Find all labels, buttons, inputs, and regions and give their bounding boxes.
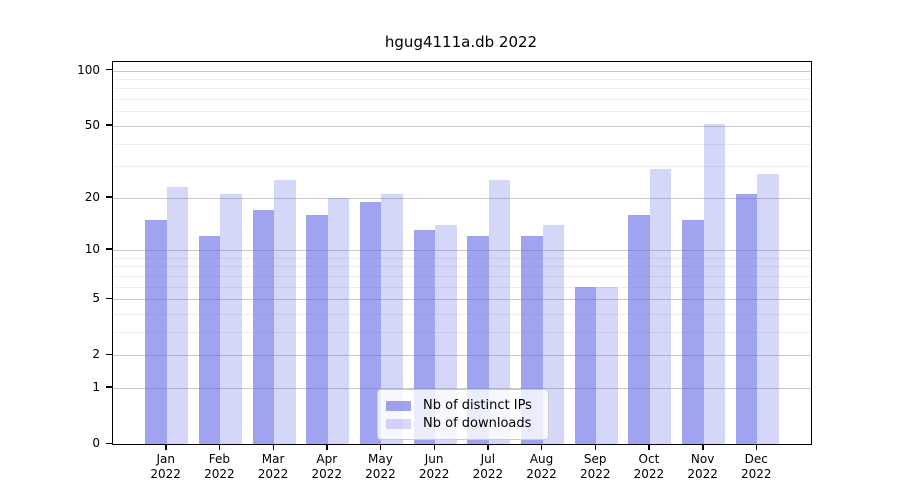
x-tick-label-feb: Feb 2022: [204, 452, 235, 481]
bar-downloads-mar: [274, 180, 296, 444]
x-tick-label-aug: Aug 2022: [526, 452, 557, 481]
x-tick-mark-may: [379, 444, 382, 450]
y-tick-label-2: 2: [92, 347, 100, 362]
legend-label-downloads: Nb of downloads: [423, 416, 532, 431]
minor-gridline-70: [113, 99, 811, 101]
major-gridline-5: [113, 299, 811, 301]
y-tick-mark-2: [106, 353, 112, 355]
minor-gridline-8: [113, 266, 811, 268]
x-tick-mark-jun: [433, 444, 436, 450]
major-gridline-50: [113, 125, 811, 127]
x-tick-mark-feb: [218, 444, 221, 450]
legend-swatch-distinct-ips: [386, 400, 411, 411]
legend-swatch-downloads: [386, 418, 411, 429]
plot-area: [112, 61, 812, 445]
y-tick-mark-20: [106, 196, 112, 198]
x-tick-label-mar: Mar 2022: [257, 452, 289, 481]
minor-gridline-60: [113, 111, 811, 113]
bar-downloads-dec: [757, 174, 779, 444]
x-tick-mark-apr: [326, 444, 328, 450]
x-tick-label-jun: Jun 2022: [418, 452, 450, 481]
legend-item-downloads: Nb of downloads: [386, 415, 540, 432]
x-tick-label-apr: Apr 2022: [311, 452, 343, 481]
bar-downloads-nov: [703, 124, 726, 444]
major-gridline-1: [113, 387, 811, 389]
y-tick-mark-5: [106, 297, 112, 299]
bar-ips-dec: [735, 193, 758, 444]
bar-ips-nov: [682, 219, 704, 444]
bar-ips-oct: [628, 214, 650, 444]
major-gridline-20: [113, 197, 811, 199]
major-gridline-2: [113, 355, 811, 357]
bar-downloads-apr: [327, 197, 350, 444]
x-tick-mark-mar: [272, 444, 274, 450]
y-tick-label-100: 100: [77, 62, 100, 77]
y-tick-mark-50: [106, 124, 112, 126]
x-tick-mark-aug: [541, 444, 543, 450]
minor-gridline-6: [113, 286, 811, 288]
minor-gridline-9: [113, 257, 811, 259]
bar-ips-apr: [306, 214, 328, 444]
minor-gridline-3: [113, 331, 811, 333]
x-tick-mark-oct: [648, 444, 650, 450]
bar-downloads-oct: [649, 168, 672, 444]
x-tick-mark-sep: [594, 444, 597, 450]
minor-gridline-30: [113, 166, 811, 168]
major-gridline-10: [113, 249, 811, 251]
x-tick-label-dec: Dec 2022: [741, 452, 772, 481]
y-tick-label-0: 0: [92, 436, 100, 450]
bar-downloads-jan: [166, 186, 189, 444]
bar-downloads-aug: [542, 224, 565, 444]
minor-gridline-80: [113, 88, 811, 90]
chart-title: hgug4111a.db 2022: [384, 33, 538, 51]
bar-downloads-feb: [220, 193, 242, 444]
y-tick-mark-1: [106, 386, 112, 388]
x-tick-label-sep: Sep 2022: [579, 452, 611, 481]
x-tick-mark-nov: [702, 444, 704, 450]
bar-downloads-may: [381, 193, 403, 444]
y-tick-label-50: 50: [84, 117, 100, 132]
minor-gridline-40: [113, 143, 811, 145]
bar-ips-jan: [145, 219, 167, 444]
minor-gridline-7: [113, 275, 811, 277]
x-tick-label-nov: Nov 2022: [687, 452, 718, 481]
x-tick-mark-jul: [487, 444, 489, 450]
x-tick-label-jul: Jul 2022: [472, 452, 504, 481]
legend: Nb of distinct IPs Nb of downloads: [377, 389, 549, 440]
x-tick-mark-dec: [755, 444, 758, 450]
y-tick-label-1: 1: [92, 379, 100, 394]
bar-ips-sep: [574, 286, 597, 444]
y-tick-mark-0: [106, 442, 112, 444]
major-gridline-100: [113, 70, 811, 72]
bar-ips-may: [359, 201, 382, 444]
y-tick-label-5: 5: [92, 291, 100, 306]
x-tick-label-oct: Oct 2022: [633, 452, 665, 481]
y-tick-mark-10: [106, 248, 112, 250]
y-tick-label-20: 20: [84, 189, 100, 204]
x-tick-label-jan: Jan 2022: [150, 452, 181, 481]
x-tick-label-may: May 2022: [365, 452, 396, 481]
y-tick-label-10: 10: [84, 241, 100, 256]
y-tick-mark-100: [106, 69, 112, 71]
legend-label-distinct-ips: Nb of distinct IPs: [423, 398, 532, 413]
minor-gridline-90: [113, 79, 811, 81]
minor-gridline-4: [113, 313, 811, 315]
bar-ips-feb: [198, 236, 221, 444]
bar-downloads-jul: [488, 180, 511, 444]
x-tick-mark-jan: [165, 444, 167, 450]
legend-item-distinct-ips: Nb of distinct IPs: [386, 397, 540, 414]
bar-ips-mar: [252, 210, 275, 444]
bar-downloads-sep: [596, 286, 618, 444]
